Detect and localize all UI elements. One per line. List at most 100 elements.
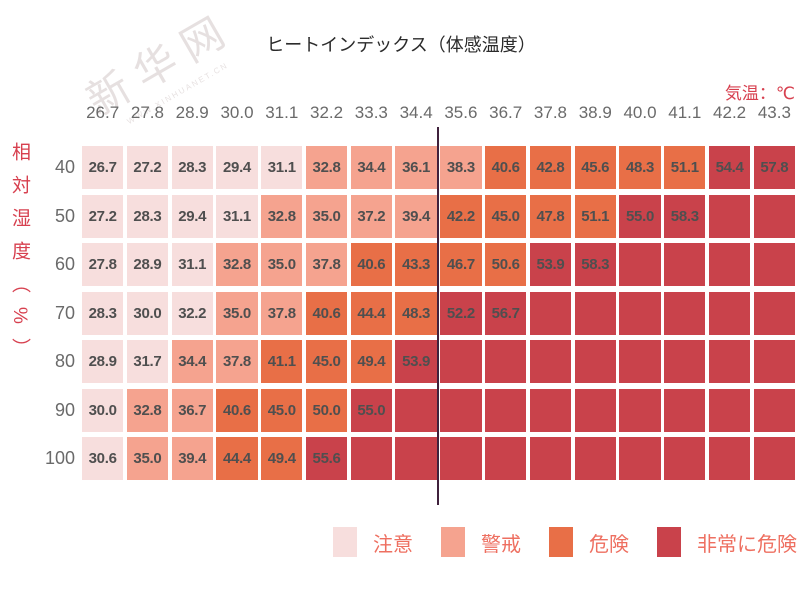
heat-cell <box>485 437 527 480</box>
temperature-column-headers: 26.7 27.8 28.9 30.0 31.1 32.2 33.3 34.4 35.6 36.7… <box>82 103 795 123</box>
heat-cell <box>619 291 661 335</box>
heat-cell <box>529 340 572 383</box>
heat-cell: 49.4 <box>261 437 303 480</box>
heat-cell: 48.3 <box>395 291 437 335</box>
heat-cell <box>664 388 706 432</box>
heat-cell: 30.0 <box>82 388 124 432</box>
heat-cell: 54.4 <box>708 146 751 189</box>
column-header: 33.3 <box>354 103 388 122</box>
heat-cell <box>753 243 795 286</box>
heatmap-grid: 26.7 27.2 28.3 29.4 31.1 32.8 34.4 36.1 38.3 40.6… <box>82 146 795 480</box>
heat-cell <box>529 437 572 480</box>
column-header: 30.0 <box>220 103 254 122</box>
heat-cell: 31.7 <box>126 340 169 383</box>
temperature-axis-label: 気温：℃ <box>724 84 795 103</box>
heat-cell: 37.2 <box>350 194 392 238</box>
heat-cell <box>574 291 616 335</box>
legend-item-warning: 警戒 <box>441 527 521 557</box>
danger-threshold-line <box>437 127 439 505</box>
column-header: 35.6 <box>444 103 478 122</box>
heat-cell <box>708 194 751 238</box>
heat-cell: 40.6 <box>485 146 527 189</box>
heat-cell <box>708 437 751 480</box>
heat-cell <box>485 340 527 383</box>
heat-cell <box>574 340 616 383</box>
heat-cell: 50.6 <box>485 243 527 286</box>
heat-cell: 34.4 <box>171 340 213 383</box>
heat-cell <box>708 243 751 286</box>
heat-cell: 36.7 <box>171 388 213 432</box>
heat-cell: 27.2 <box>126 146 169 189</box>
heat-cell <box>753 194 795 238</box>
heat-cell <box>664 340 706 383</box>
heat-cell: 35.0 <box>216 291 258 335</box>
heat-cell <box>619 243 661 286</box>
heat-cell: 35.0 <box>305 194 348 238</box>
heat-cell: 31.1 <box>261 146 303 189</box>
heat-cell: 40.6 <box>305 291 348 335</box>
heat-cell: 49.4 <box>350 340 392 383</box>
column-header: 28.9 <box>175 103 209 122</box>
heat-cell: 51.1 <box>574 194 616 238</box>
heat-cell: 39.4 <box>171 437 213 480</box>
heat-cell <box>619 437 661 480</box>
row-label: 90 <box>54 399 75 420</box>
heat-cell: 44.4 <box>216 437 258 480</box>
heat-cell <box>350 437 392 480</box>
column-header: 42.2 <box>713 103 747 122</box>
heat-cell <box>529 388 572 432</box>
heat-cell: 28.9 <box>82 340 124 383</box>
heat-cell: 34.4 <box>350 146 392 189</box>
heat-cell: 28.3 <box>126 194 169 238</box>
heat-cell: 55.0 <box>350 388 392 432</box>
heat-cell: 38.3 <box>440 146 482 189</box>
heat-cell <box>664 437 706 480</box>
heat-cell: 39.4 <box>395 194 437 238</box>
column-header: 36.7 <box>489 103 523 122</box>
heat-cell <box>574 388 616 432</box>
heat-cell: 26.7 <box>82 146 124 189</box>
legend-swatch-danger <box>549 527 573 557</box>
row-label: 100 <box>44 448 75 468</box>
heat-cell: 42.2 <box>440 194 482 238</box>
column-header: 40.0 <box>623 103 657 122</box>
heat-cell <box>440 340 482 383</box>
heat-cell: 51.1 <box>664 146 706 189</box>
heat-cell: 47.8 <box>529 194 572 238</box>
heat-cell: 37.8 <box>216 340 258 383</box>
heat-cell: 31.1 <box>171 243 213 286</box>
heat-cell <box>395 437 437 480</box>
heat-cell: 50.0 <box>305 388 348 432</box>
heat-cell: 58.3 <box>574 243 616 286</box>
row-label: 50 <box>54 205 75 226</box>
heat-cell: 29.4 <box>171 194 213 238</box>
heat-cell <box>440 388 482 432</box>
heat-cell <box>574 437 616 480</box>
heat-cell: 43.3 <box>395 243 437 286</box>
heat-cell: 57.8 <box>753 146 795 189</box>
heat-cell: 32.8 <box>126 388 169 432</box>
heat-cell: 28.9 <box>126 243 169 286</box>
heat-cell <box>708 291 751 335</box>
heat-cell: 45.6 <box>574 146 616 189</box>
heat-cell <box>664 291 706 335</box>
humidity-row-labels: 40 50 60 70 80 90 100 <box>19 146 75 480</box>
heat-cell: 48.3 <box>619 146 661 189</box>
heat-cell <box>753 388 795 432</box>
heat-cell: 44.4 <box>350 291 392 335</box>
heat-cell: 29.4 <box>216 146 258 189</box>
legend-label-danger: 危険 <box>589 533 629 556</box>
heat-cell: 40.6 <box>216 388 258 432</box>
column-header: 27.8 <box>130 103 164 122</box>
heat-cell: 52.2 <box>440 291 482 335</box>
heat-cell: 27.8 <box>82 243 124 286</box>
heat-cell: 55.6 <box>305 437 348 480</box>
heat-cell: 31.1 <box>216 194 258 238</box>
row-label: 80 <box>54 351 75 371</box>
heat-cell <box>619 388 661 432</box>
column-header: 43.3 <box>757 103 791 122</box>
legend-label-caution: 注意 <box>373 533 413 556</box>
heat-cell: 32.8 <box>216 243 258 286</box>
heat-cell <box>708 340 751 383</box>
